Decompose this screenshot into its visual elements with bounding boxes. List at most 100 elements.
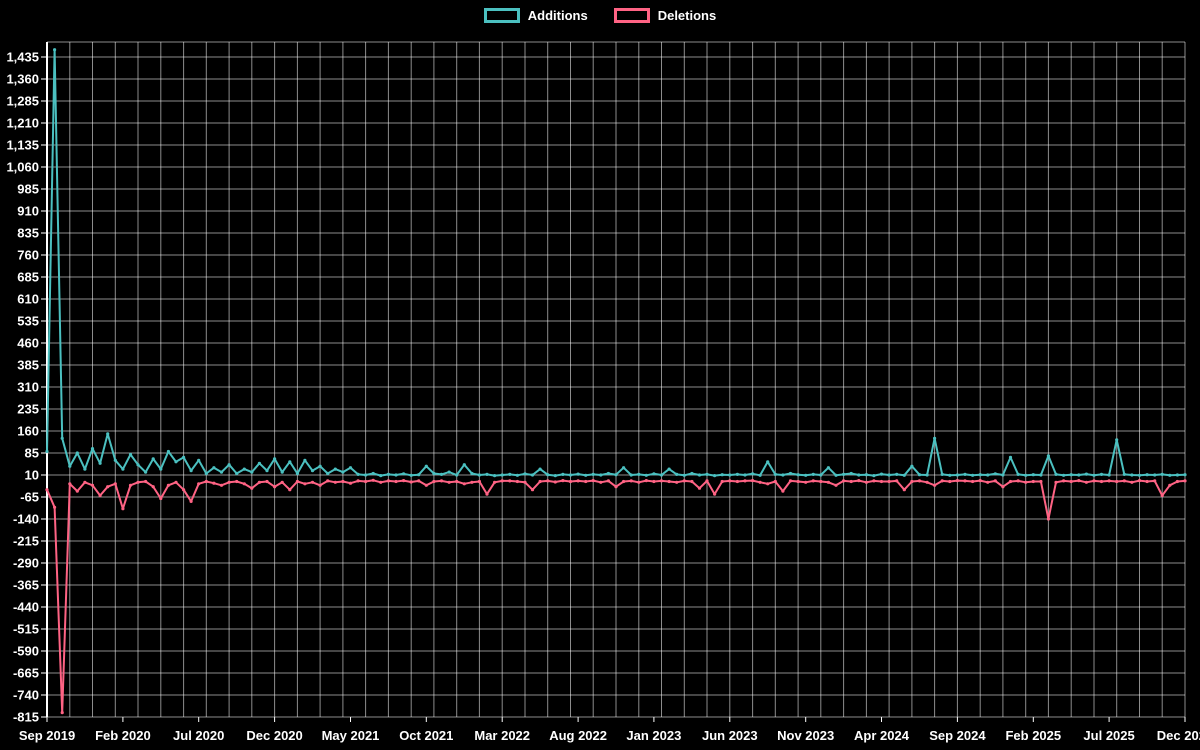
additions-data-point xyxy=(409,473,413,477)
additions-data-point xyxy=(424,464,428,468)
y-tick-label: 685 xyxy=(17,270,39,285)
additions-data-point xyxy=(940,472,944,476)
additions-data-point xyxy=(925,473,929,477)
deletions-data-point xyxy=(834,483,838,487)
deletions-data-point xyxy=(553,480,557,484)
additions-data-point xyxy=(515,473,520,477)
deletions-data-point xyxy=(1137,479,1142,483)
additions-data-point xyxy=(819,473,823,477)
deletions-data-point xyxy=(409,480,413,484)
y-tick-label: 760 xyxy=(17,248,39,263)
additions-data-point xyxy=(568,473,573,477)
deletions-data-point xyxy=(743,479,747,483)
additions-data-point xyxy=(508,472,512,476)
deletions-data-point xyxy=(910,479,914,484)
deletions-data-point xyxy=(667,479,671,484)
deletions-data-point xyxy=(212,481,216,485)
deletions-data-point xyxy=(493,480,497,484)
additions-data-point xyxy=(1122,472,1126,476)
deletions-data-point xyxy=(735,479,740,484)
additions-data-point xyxy=(948,473,952,477)
additions-series xyxy=(45,48,1187,478)
additions-data-point xyxy=(910,464,914,468)
deletions-data-point xyxy=(895,479,899,483)
x-tick-label: Dec 2020 xyxy=(246,728,302,743)
additions-data-point xyxy=(637,472,641,476)
additions-data-point xyxy=(751,472,755,476)
additions-data-point xyxy=(887,473,891,477)
additions-data-point xyxy=(402,472,406,476)
deletions-data-point xyxy=(1077,479,1081,483)
additions-data-point xyxy=(811,472,815,476)
deletions-data-point xyxy=(250,486,254,490)
additions-data-point xyxy=(212,466,216,470)
x-tick-label: Feb 2025 xyxy=(1005,728,1061,743)
x-tick-label: Mar 2022 xyxy=(474,728,530,743)
legend-item-deletions[interactable]: Deletions xyxy=(613,8,716,23)
additions-data-point xyxy=(1039,473,1043,477)
additions-data-point xyxy=(652,472,656,476)
additions-data-point xyxy=(485,472,489,476)
deletions-data-point xyxy=(257,480,261,484)
deletions-data-point xyxy=(652,479,656,484)
y-tick-label: 85 xyxy=(25,446,39,461)
additions-data-point xyxy=(303,458,307,462)
deletions-data-point xyxy=(303,482,307,486)
deletions-data-point xyxy=(713,492,717,496)
additions-data-point xyxy=(197,458,201,462)
deletions-data-point xyxy=(75,489,79,493)
deletions-data-point xyxy=(659,479,664,483)
deletions-data-point xyxy=(45,488,49,492)
deletions-data-point xyxy=(963,479,967,483)
additions-data-point xyxy=(584,473,588,477)
additions-data-point xyxy=(227,463,231,467)
additions-data-point xyxy=(576,472,580,476)
additions-data-point xyxy=(591,472,595,476)
additions-data-point xyxy=(159,467,163,471)
deletions-data-point xyxy=(561,479,565,483)
deletions-data-point xyxy=(371,478,375,482)
additions-data-point xyxy=(189,469,193,473)
additions-data-point xyxy=(1054,472,1058,476)
legend-item-additions[interactable]: Additions xyxy=(483,8,588,23)
additions-data-point xyxy=(735,472,740,476)
additions-data-point xyxy=(713,474,717,478)
y-tick-label: 460 xyxy=(17,336,39,351)
additions-data-point xyxy=(675,472,679,476)
deletions-data-point xyxy=(826,480,831,484)
deletions-data-point xyxy=(356,479,360,483)
y-tick-label: 10 xyxy=(25,468,39,483)
deletions-data-point xyxy=(1122,479,1126,483)
additions-data-point xyxy=(432,471,436,476)
y-tick-label: 160 xyxy=(17,424,39,439)
additions-data-point xyxy=(826,466,831,470)
y-tick-label: -365 xyxy=(13,578,39,593)
additions-data-point xyxy=(1031,473,1035,477)
deletions-data-point xyxy=(508,479,512,483)
additions-data-point xyxy=(151,457,155,461)
x-tick-label: Oct 2021 xyxy=(399,728,453,743)
additions-data-point xyxy=(1130,473,1134,477)
additions-data-point xyxy=(1183,473,1187,477)
deletions-data-point xyxy=(637,480,641,484)
deletions-data-point xyxy=(697,486,702,490)
y-tick-label: 910 xyxy=(17,204,39,219)
additions-data-point xyxy=(1069,473,1073,477)
deletions-data-point xyxy=(159,496,163,501)
deletions-data-point xyxy=(386,479,390,483)
additions-data-point xyxy=(781,473,785,477)
chart-legend: Additions Deletions xyxy=(0,8,1200,23)
additions-data-point xyxy=(1084,472,1088,476)
deletions-data-point xyxy=(971,479,975,484)
additions-data-point xyxy=(690,471,694,476)
additions-data-point xyxy=(971,473,975,477)
deletions-data-point xyxy=(348,481,353,485)
deletions-data-point xyxy=(204,479,208,484)
additions-data-point xyxy=(1175,473,1179,477)
deletions-data-point xyxy=(424,483,428,487)
additions-data-point xyxy=(500,473,504,477)
deletions-data-point xyxy=(887,479,891,484)
additions-data-point xyxy=(53,48,57,52)
additions-data-point xyxy=(743,473,747,477)
